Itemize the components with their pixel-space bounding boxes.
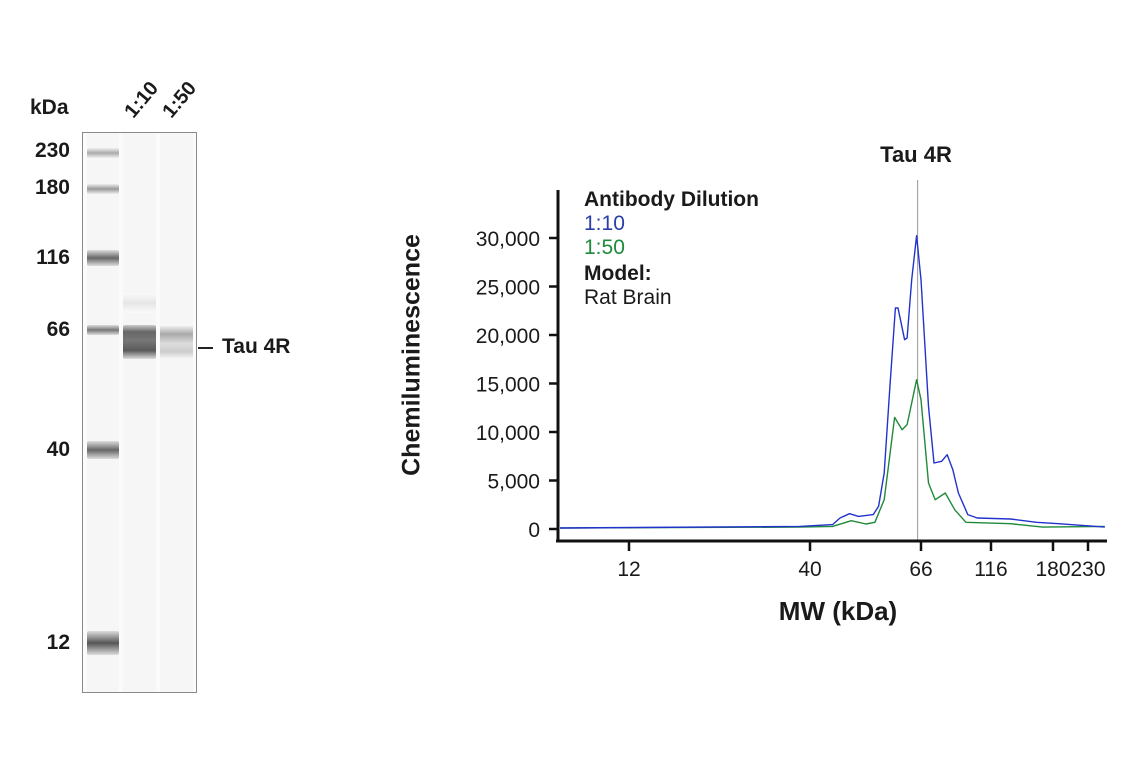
y-axis-label: Chemiluminescence	[397, 234, 426, 476]
marker-label-66: 66	[46, 318, 70, 341]
blot-band-label: Tau 4R	[222, 335, 291, 358]
y-tick-label: 10,000	[476, 422, 540, 445]
legend-model-value: Rat Brain	[584, 286, 672, 309]
ladder-band	[87, 184, 119, 194]
y-tick-label: 5,000	[487, 471, 540, 494]
band-pointer-line	[198, 347, 213, 349]
x-tick-label: 180	[1035, 558, 1070, 581]
blot-image	[82, 132, 197, 693]
legend-item-1-50: 1:50	[584, 236, 625, 259]
legend-model-title: Model:	[584, 262, 652, 285]
sample-lane-1	[123, 133, 156, 692]
y-tick-label: 25,000	[476, 277, 540, 300]
marker-label-40: 40	[46, 438, 70, 461]
y-tick-label: 15,000	[476, 374, 540, 397]
x-tick-label: 12	[617, 558, 640, 581]
x-tick-label: 116	[974, 558, 1007, 581]
ladder-lane	[87, 133, 119, 692]
sample-band-tau	[160, 326, 193, 358]
ladder-band	[87, 148, 119, 158]
y-tick-label: 30,000	[476, 228, 540, 251]
sample-lane-2	[160, 133, 193, 692]
sample-band-faint	[123, 293, 156, 313]
ladder-band	[87, 325, 119, 335]
marker-label-180: 180	[34, 176, 70, 199]
legend-title: Antibody Dilution	[584, 188, 759, 211]
series-line-1-50	[559, 379, 1105, 529]
x-axis-label: MW (kDa)	[778, 596, 898, 626]
blot-unit-label: kDa	[30, 96, 69, 119]
legend: Antibody Dilution 1:10 1:50 Model: Rat B…	[584, 188, 759, 310]
ladder-band	[87, 250, 119, 266]
x-tick-label: 40	[798, 558, 821, 581]
marker-label-116: 116	[36, 246, 70, 269]
x-tick-label: 66	[909, 558, 932, 581]
legend-item-1-10: 1:10	[584, 212, 625, 235]
sample-band-tau	[123, 325, 156, 359]
ladder-band	[87, 631, 119, 655]
series-line-1-10	[559, 235, 1105, 529]
y-tick-label: 0	[528, 519, 540, 542]
y-tick-label: 20,000	[476, 325, 540, 348]
ladder-band	[87, 441, 119, 459]
marker-label-230: 230	[34, 139, 70, 162]
marker-label-12: 12	[46, 631, 70, 654]
annotation-label: Tau 4R	[880, 142, 952, 167]
x-tick-label: 230	[1070, 558, 1105, 581]
